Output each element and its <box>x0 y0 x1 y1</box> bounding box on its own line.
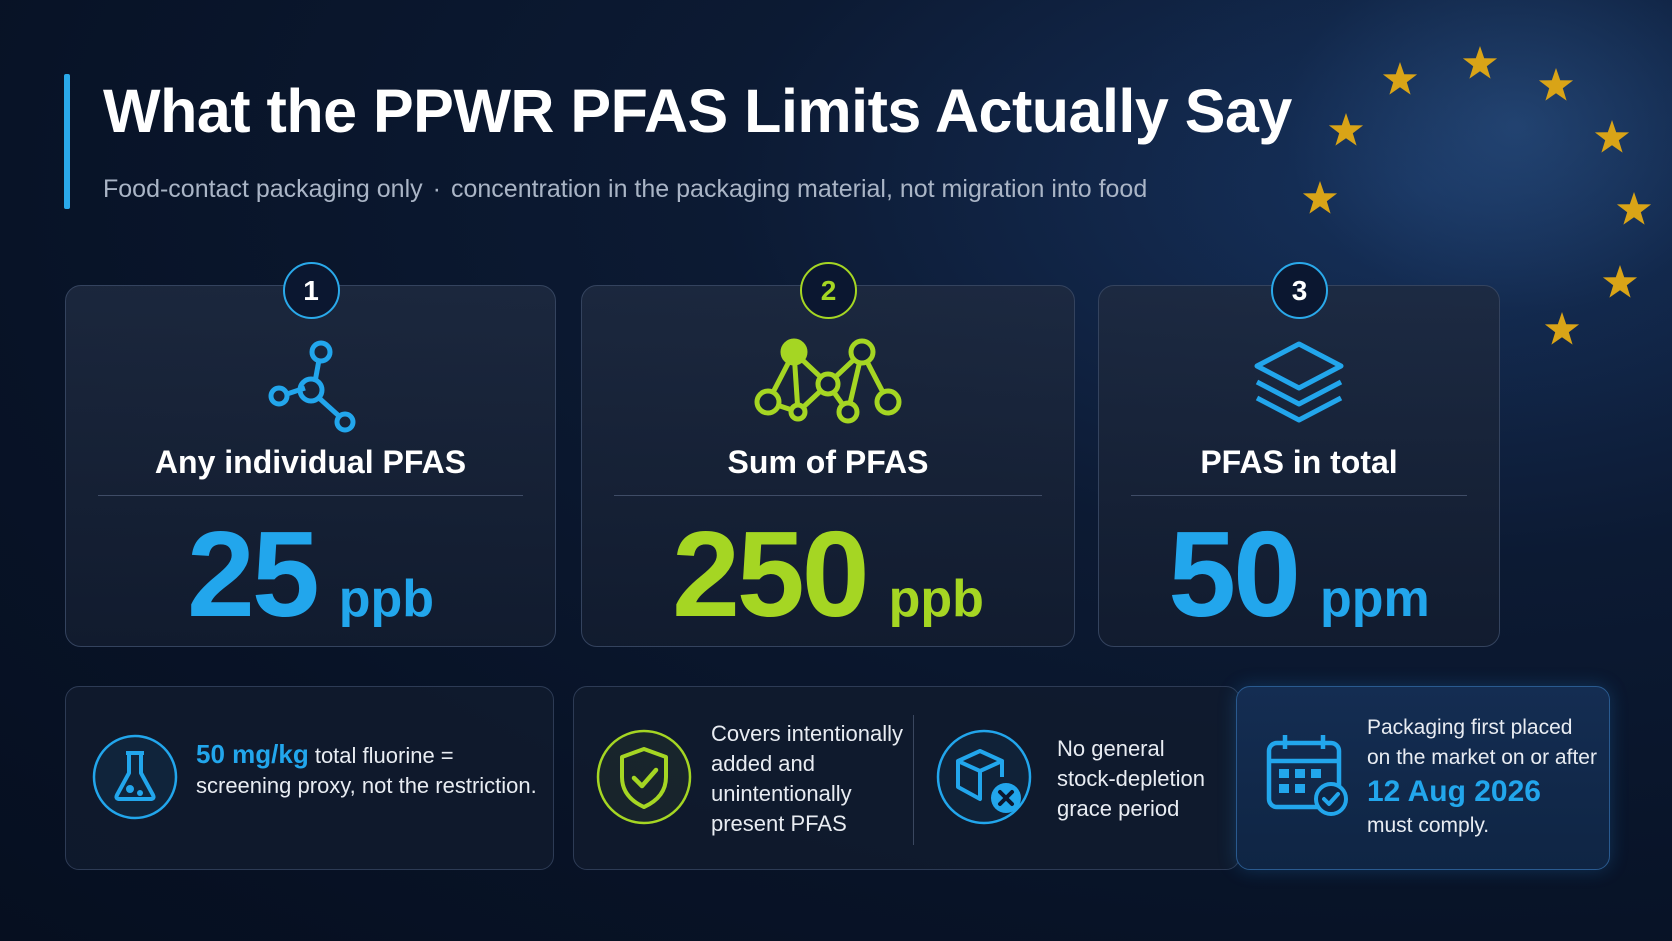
eu-star-icon <box>1328 113 1364 146</box>
limit-card-sum: 2 Sum of PFAS 250 ppb <box>581 262 1075 647</box>
limit-value: 250 ppb <box>672 506 984 642</box>
molecule-chain-icon <box>754 338 902 424</box>
layers-icon <box>1254 341 1344 423</box>
eu-star-icon <box>1462 46 1498 79</box>
compliance-date-panel: Packaging first placed on the market on … <box>1236 686 1610 870</box>
card-label: PFAS in total <box>1200 444 1398 480</box>
title-accent-bar <box>64 74 70 209</box>
limit-card-individual: 1 Any individual PFAS 25 ppb <box>65 262 556 647</box>
grace-period-text: No general stock-depletion grace period <box>1057 736 1205 821</box>
step-number-badge: 3 <box>1271 262 1328 319</box>
eu-star-icon <box>1602 265 1638 298</box>
limit-value: 50 ppm <box>1168 506 1430 642</box>
eu-star-icon <box>1544 312 1580 345</box>
eu-star-icon <box>1302 181 1338 214</box>
box-x-icon <box>936 729 1032 825</box>
eu-star-icon <box>1594 120 1630 153</box>
scope-panel: Covers intentionally added and unintenti… <box>573 686 1240 870</box>
panel-divider <box>913 715 914 845</box>
card-label: Any individual PFAS <box>154 444 467 480</box>
scope-text: Covers intentionally added and unintenti… <box>711 721 903 836</box>
fluorine-note-panel: 50 mg/kg total fluorine = screening prox… <box>65 686 554 870</box>
limit-value: 25 ppb <box>187 506 434 642</box>
page-title: What the PPWR PFAS Limits Actually Say <box>103 77 1292 145</box>
eu-star-icon <box>1616 192 1652 225</box>
eu-star-icon <box>1382 62 1418 95</box>
molecule-icon <box>268 340 355 433</box>
page-subtitle: Food-contact packaging only · concentratio… <box>103 175 1148 203</box>
calendar-check-icon <box>1266 735 1348 816</box>
flask-icon <box>92 734 178 820</box>
card-label: Sum of PFAS <box>727 444 929 480</box>
card-divider <box>1131 495 1467 496</box>
compliance-date: 12 Aug 2026 <box>1367 775 1541 808</box>
shield-check-icon <box>596 729 692 825</box>
limit-card-total: 3 PFAS in total 50 ppm <box>1098 262 1500 647</box>
card-divider <box>98 495 523 496</box>
fluorine-note-text: 50 mg/kg total fluorine = screening prox… <box>196 739 537 798</box>
compliance-date-text: Packaging first placed on the market on … <box>1367 716 1597 837</box>
step-number-badge: 2 <box>800 262 857 319</box>
card-divider <box>614 495 1042 496</box>
step-number-badge: 1 <box>282 262 340 319</box>
eu-star-icon <box>1538 68 1574 101</box>
